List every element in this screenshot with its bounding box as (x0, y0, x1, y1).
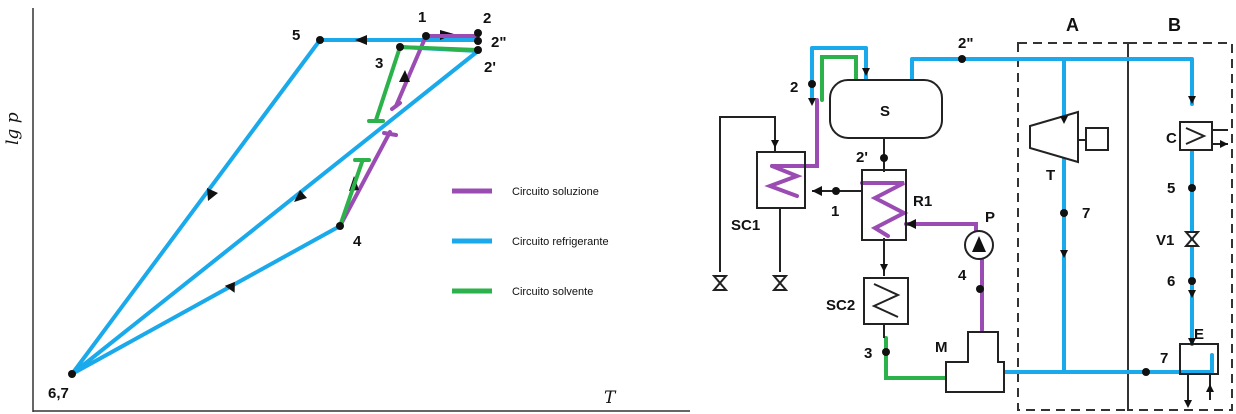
point-label-2pp: 2" (958, 35, 973, 52)
point-label-2pp: 2" (491, 34, 506, 51)
legend-label-solvent: Circuito solvente (512, 286, 593, 298)
point-label-7-turbine: 7 (1082, 205, 1090, 222)
condenser-coil (1185, 127, 1207, 145)
zone-a-box (1017, 42, 1129, 411)
y-axis-label: lg p (3, 112, 23, 145)
point-label-1: 1 (831, 203, 839, 220)
refrigerant-path (70, 30, 480, 376)
condenser-c (1179, 121, 1213, 151)
valve-label: V1 (1156, 232, 1174, 249)
lgp-t-diagram: lg p T (3, 8, 690, 412)
point-label-3: 3 (864, 345, 872, 362)
mixer-label: M (935, 339, 948, 356)
flow-arrow (399, 70, 410, 82)
drain-valve-2 (771, 275, 789, 291)
flow-arrow (224, 281, 235, 293)
pipe-sc1-coil (764, 164, 803, 198)
flow-arrow (207, 188, 218, 201)
zone-b-box (1127, 42, 1233, 411)
point-label-67: 6,7 (48, 385, 69, 402)
turbine-t (1029, 110, 1079, 164)
point-label-1: 1 (418, 9, 426, 26)
flow-arrow (294, 190, 307, 202)
regenerator-label: R1 (913, 193, 932, 210)
pipe-sc1-loop (719, 116, 776, 272)
evaporator-e (1179, 343, 1219, 375)
separator-label: S (880, 103, 890, 120)
schematic-points (808, 55, 1196, 376)
point-label-2p: 2' (856, 149, 868, 166)
condenser-label: C (1166, 130, 1177, 147)
pipe-solution-r1 (860, 181, 909, 238)
state-points (68, 29, 482, 378)
pipe-2-green (820, 55, 858, 102)
cooler-sc2-coil (871, 283, 901, 318)
evaporator-label: E (1194, 326, 1204, 343)
generator (1085, 127, 1109, 151)
cooler-sc2-label: SC2 (826, 297, 855, 314)
zone-a-label: A (1066, 15, 1079, 35)
cooler-sc1-label: SC1 (731, 217, 760, 234)
legend-label-refrigerant: Circuito refrigerante (512, 236, 609, 248)
pipe-solution-sc1 (770, 98, 819, 168)
regenerator-r1 (861, 169, 907, 241)
pump-icon (972, 236, 986, 252)
point-label-7-evaporator: 7 (1160, 350, 1168, 367)
pipe-pump-r1 (904, 222, 978, 234)
point-label-6: 6 (1167, 273, 1175, 290)
flow-arrows (771, 68, 1228, 408)
plant-schematic: A B S R1 SC1 SC2 (711, 15, 1233, 411)
point-label-4: 4 (958, 267, 967, 284)
point-label-2p: 2' (484, 59, 496, 76)
pump-label: P (985, 209, 995, 226)
point-label-5: 5 (292, 27, 300, 44)
turbine-label: T (1046, 167, 1055, 184)
point-label-2: 2 (483, 10, 491, 27)
pipe-2-to-s (810, 46, 868, 102)
legend: Circuito soluzione Circuito refrigerante… (452, 186, 609, 298)
flow-arrow (355, 35, 367, 45)
point-label-5: 5 (1167, 180, 1175, 197)
legend-label-solution: Circuito soluzione (512, 186, 599, 198)
cooler-sc1 (756, 151, 806, 209)
drain-valve-1 (711, 275, 729, 291)
pipe-2pp (910, 57, 1194, 106)
zone-b-label: B (1168, 15, 1181, 35)
x-axis-label: T (604, 388, 617, 408)
pipe-7-to-mixer (1002, 353, 1214, 374)
separator-s (829, 79, 943, 139)
point-label-3: 3 (375, 55, 383, 72)
point-label-4: 4 (353, 233, 362, 250)
solution-path (338, 34, 480, 228)
valve-v1 (1183, 231, 1201, 247)
mixer-m (945, 331, 1005, 393)
point-label-2: 2 (790, 79, 798, 96)
